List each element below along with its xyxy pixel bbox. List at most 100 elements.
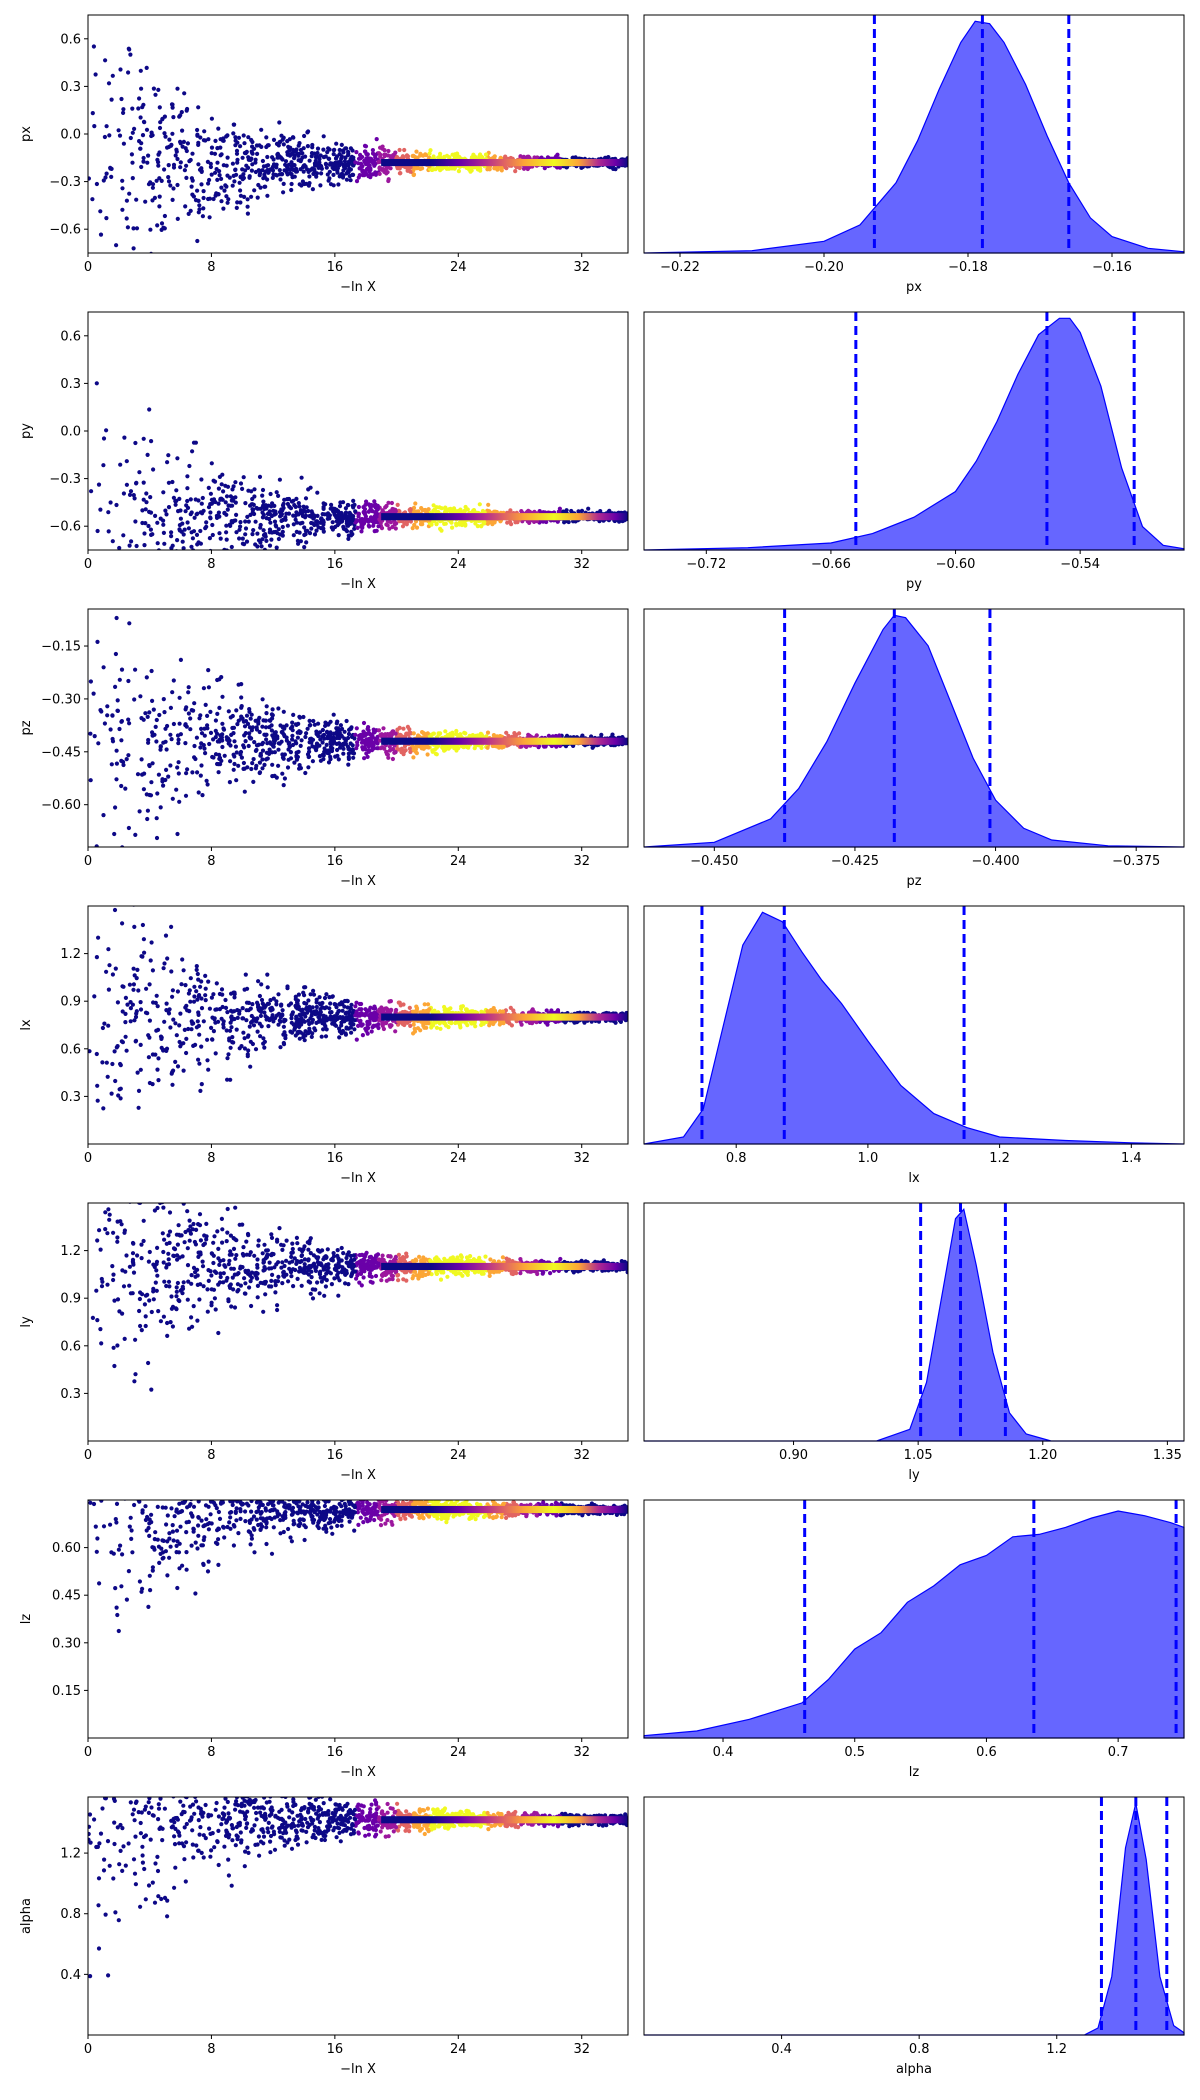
- axes-frame: [643, 311, 1185, 551]
- sample-point: [155, 791, 160, 796]
- sample-point: [346, 536, 351, 542]
- sample-point: [128, 489, 134, 494]
- sample-point: [222, 547, 227, 550]
- sample-point: [348, 747, 353, 752]
- sample-point: [260, 493, 265, 498]
- sample-point: [224, 184, 229, 189]
- sample-point: [350, 148, 355, 153]
- sample-point: [369, 739, 374, 744]
- sample-point: [171, 721, 176, 727]
- sample-point: [163, 134, 168, 139]
- posterior-density: [643, 614, 1185, 848]
- sample-point: [232, 761, 237, 767]
- sample-point: [321, 506, 326, 511]
- sample-point: [411, 1022, 416, 1027]
- sample-point: [368, 172, 373, 177]
- sample-point: [117, 726, 122, 732]
- sample-point: [450, 525, 455, 530]
- sample-point: [169, 530, 174, 535]
- sample-point: [377, 517, 382, 522]
- sample-point: [293, 513, 298, 519]
- sample-point: [413, 154, 418, 160]
- sample-point: [234, 512, 239, 518]
- sample-point: [329, 525, 334, 530]
- sample-point: [264, 732, 269, 737]
- sample-point: [195, 188, 200, 193]
- sample-point: [318, 758, 323, 763]
- sample-point: [142, 120, 147, 125]
- sample-point: [266, 143, 271, 148]
- sample-point: [144, 127, 150, 132]
- sample-point: [130, 176, 135, 181]
- sample-point: [236, 763, 241, 768]
- sample-point: [221, 206, 226, 211]
- sample-point: [326, 178, 331, 183]
- sample-point: [262, 172, 267, 177]
- sample-point: [282, 776, 287, 781]
- sample-point: [246, 488, 251, 493]
- sample-point: [164, 512, 169, 517]
- sample-point: [227, 780, 232, 785]
- sample-point: [371, 161, 376, 166]
- sample-point: [274, 173, 279, 178]
- sample-point: [185, 486, 190, 491]
- sample-point: [232, 739, 237, 744]
- sample-point: [334, 735, 339, 741]
- sample-point: [119, 738, 124, 743]
- sample-point: [218, 145, 223, 150]
- sample-point: [376, 728, 382, 733]
- sample-point: [186, 685, 191, 690]
- sample-point: [542, 166, 547, 171]
- sample-point: [141, 155, 146, 161]
- sample-point: [191, 562, 195, 566]
- sample-point: [117, 677, 122, 682]
- sample-point: [418, 151, 423, 156]
- sample-point: [169, 737, 174, 742]
- sample-point: [127, 543, 132, 548]
- sample-point: [283, 515, 288, 520]
- sample-point: [208, 516, 213, 521]
- sample-point: [324, 742, 329, 748]
- sample-point: [219, 482, 224, 487]
- sample-point: [175, 733, 181, 738]
- converged-band: [381, 737, 628, 745]
- sample-point: [611, 166, 616, 171]
- sample-point: [259, 544, 264, 549]
- sample-point: [216, 126, 221, 131]
- sample-point: [527, 733, 532, 739]
- sample-point: [129, 580, 133, 584]
- sample-point: [558, 743, 563, 749]
- sample-point: [215, 160, 220, 165]
- sample-point: [237, 527, 242, 532]
- sample-point: [294, 510, 299, 515]
- sample-point: [127, 982, 132, 987]
- sample-point: [384, 752, 390, 757]
- sample-point: [176, 509, 181, 514]
- sample-point: [473, 733, 479, 739]
- sample-point: [346, 731, 352, 737]
- sample-point: [147, 710, 152, 715]
- sample-point: [287, 167, 293, 172]
- sample-point: [104, 216, 109, 221]
- sample-point: [118, 67, 123, 72]
- sample-point: [176, 760, 181, 765]
- sample-point: [260, 766, 265, 771]
- sample-point: [377, 165, 382, 170]
- sample-point: [286, 741, 291, 746]
- sample-point: [166, 179, 172, 184]
- sample-point: [116, 621, 120, 625]
- sample-point: [120, 178, 125, 183]
- sample-point: [182, 168, 187, 173]
- sample-point: [175, 182, 180, 188]
- sample-point: [139, 86, 144, 91]
- row-py: 0 8 16 24 32−0.6−0.30.00.30.6−ln Xpy−0.72 −0.…: [19, 311, 1185, 625]
- y-tick-label: −0.3: [49, 175, 81, 190]
- sample-point: [286, 1003, 291, 1008]
- sample-point: [395, 502, 400, 507]
- sample-point: [299, 157, 304, 162]
- sample-point: [203, 138, 208, 143]
- sample-point: [341, 746, 346, 751]
- sample-point: [280, 533, 285, 538]
- sample-point: [126, 678, 131, 684]
- sample-point: [169, 534, 174, 539]
